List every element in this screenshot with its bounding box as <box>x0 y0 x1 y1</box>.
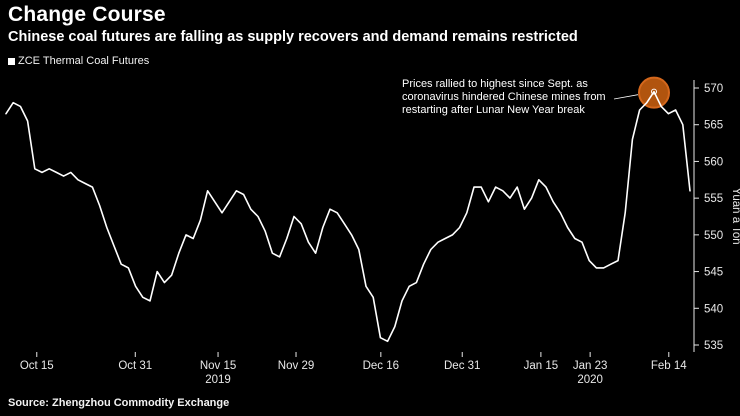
chart-legend: ZCE Thermal Coal Futures <box>8 55 149 67</box>
y-tick-label: 545 <box>704 267 723 279</box>
peak-marker <box>651 88 657 95</box>
x-tick-label: Feb 14 <box>651 360 687 372</box>
y-tick-label: 540 <box>704 303 723 315</box>
y-tick-label: 565 <box>704 120 723 132</box>
x-tick-label: Oct 15 <box>20 360 54 372</box>
x-tick-label: Oct 31 <box>118 360 152 372</box>
chart-annotation: Prices rallied to highest since Sept. as… <box>402 78 606 116</box>
y-tick-label: 560 <box>704 156 723 168</box>
x-tick-label: Dec 31 <box>444 360 480 372</box>
x-tick-year-label: 2020 <box>577 374 603 386</box>
x-tick-label: Nov 15 <box>200 360 236 372</box>
x-tick-label: Dec 16 <box>363 360 399 372</box>
x-tick-year-label: 2019 <box>205 374 231 386</box>
chart-subtitle: Chinese coal futures are falling as supp… <box>8 29 578 45</box>
page-title: Change Course <box>8 3 166 26</box>
y-tick-label: 535 <box>704 340 723 352</box>
x-tick-label: Jan 23 <box>573 360 608 372</box>
source-credit: Source: Zhengzhou Commodity Exchange <box>8 397 230 409</box>
price-line-series <box>5 90 691 343</box>
y-tick-label: 550 <box>704 230 723 242</box>
legend-swatch-icon <box>8 57 15 65</box>
x-tick-label: Jan 15 <box>524 360 559 372</box>
y-tick-label: 555 <box>704 193 723 205</box>
y-axis-title: Yuan a Ton <box>730 187 740 244</box>
x-tick-label: Nov 29 <box>278 360 314 372</box>
y-tick-label: 570 <box>704 83 723 95</box>
annotation-pointer-line <box>613 94 639 100</box>
legend-label: ZCE Thermal Coal Futures <box>18 55 150 67</box>
